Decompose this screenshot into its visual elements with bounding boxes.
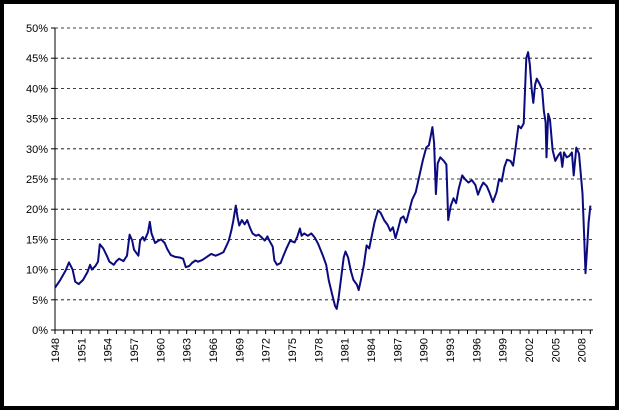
x-tick-label: 1999 xyxy=(498,338,510,362)
x-tick-label: 1990 xyxy=(419,338,431,362)
x-tick-label: 1987 xyxy=(392,338,404,362)
x-tick-label: 1996 xyxy=(471,338,483,362)
y-tick-label: 35% xyxy=(26,114,48,126)
y-tick-label: 20% xyxy=(26,204,48,216)
y-tick-label: 50% xyxy=(26,23,48,35)
x-tick-label: 1993 xyxy=(445,338,457,362)
x-tick-label: 1981 xyxy=(340,338,352,362)
x-tick-label: 1972 xyxy=(261,338,273,362)
x-tick-label: 2002 xyxy=(524,338,536,362)
x-tick-labels: 1948 1951 1954 1957 1960 1963 1966 1969 1972 1975… xyxy=(50,338,589,362)
y-tick-label: 0% xyxy=(32,325,48,337)
line-chart: 0% 5% 10% 15% 20% 25% 30% 35% 40% 45% 50% 1948 1951… xyxy=(26,23,593,362)
x-tick-label: 1975 xyxy=(287,338,299,362)
x-tick-label: 1957 xyxy=(129,338,141,362)
y-tick-label: 25% xyxy=(26,174,48,186)
x-tick-label: 1960 xyxy=(155,338,167,362)
x-tick-label: 1966 xyxy=(208,338,220,362)
y-tick-label: 15% xyxy=(26,234,48,246)
x-tick-label: 2005 xyxy=(550,338,562,362)
x-tick-label: 1978 xyxy=(313,338,325,362)
y-tick-label: 5% xyxy=(32,295,48,307)
x-tick-label: 1948 xyxy=(50,338,62,362)
y-tick-label: 40% xyxy=(26,83,48,95)
x-tick-label: 2008 xyxy=(577,338,589,362)
x-tick-label: 1954 xyxy=(103,338,115,362)
x-tick-label: 1963 xyxy=(182,338,194,362)
x-tick-label: 1969 xyxy=(234,338,246,362)
series-line xyxy=(54,51,592,310)
x-tick-label: 1984 xyxy=(366,338,378,362)
y-tick-labels: 0% 5% 10% 15% 20% 25% 30% 35% 40% 45% 50% xyxy=(26,23,48,337)
x-tick-label: 1951 xyxy=(76,338,88,362)
series-layer xyxy=(54,51,592,310)
axes xyxy=(51,27,593,334)
y-tick-label: 45% xyxy=(26,53,48,65)
chart-frame: 0% 5% 10% 15% 20% 25% 30% 35% 40% 45% 50% 1948 1951… xyxy=(4,4,615,406)
y-tick-label: 30% xyxy=(26,144,48,156)
y-tick-label: 10% xyxy=(26,265,48,277)
